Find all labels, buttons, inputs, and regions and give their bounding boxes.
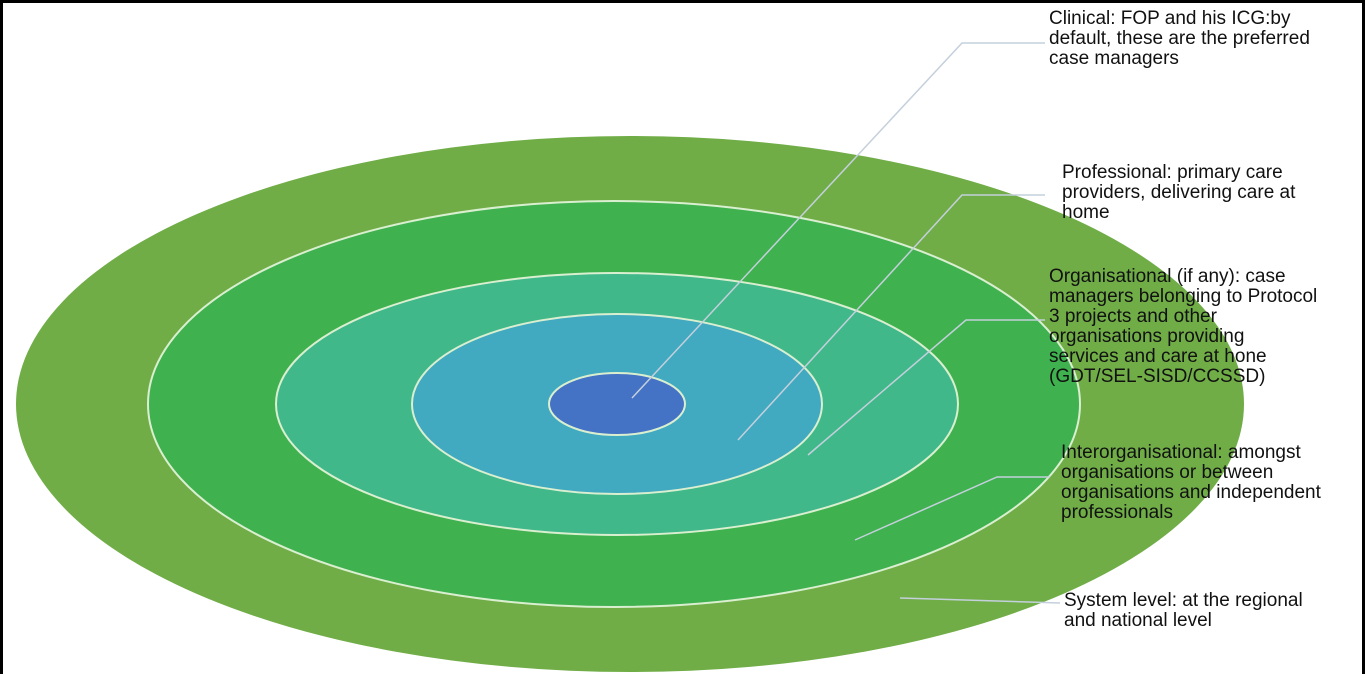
leader-line-organisational xyxy=(807,319,1045,456)
leader-line-system xyxy=(899,597,1061,604)
label-clinical: Clinical: FOP and his ICG:by default, th… xyxy=(1049,8,1310,69)
leader-line-interorganisational xyxy=(854,476,1050,541)
ring-clinical xyxy=(548,372,686,436)
leader-line-professional xyxy=(737,194,1045,441)
leader-line-clinical xyxy=(631,42,1045,399)
label-organisational: Organisational (if any): case managers b… xyxy=(1049,266,1318,387)
label-professional: Professional: primary care providers, de… xyxy=(1062,162,1296,223)
label-interorganisational: Interorganisational: amongst organisatio… xyxy=(1061,442,1321,523)
label-system: System level: at the regional and nation… xyxy=(1064,590,1303,631)
